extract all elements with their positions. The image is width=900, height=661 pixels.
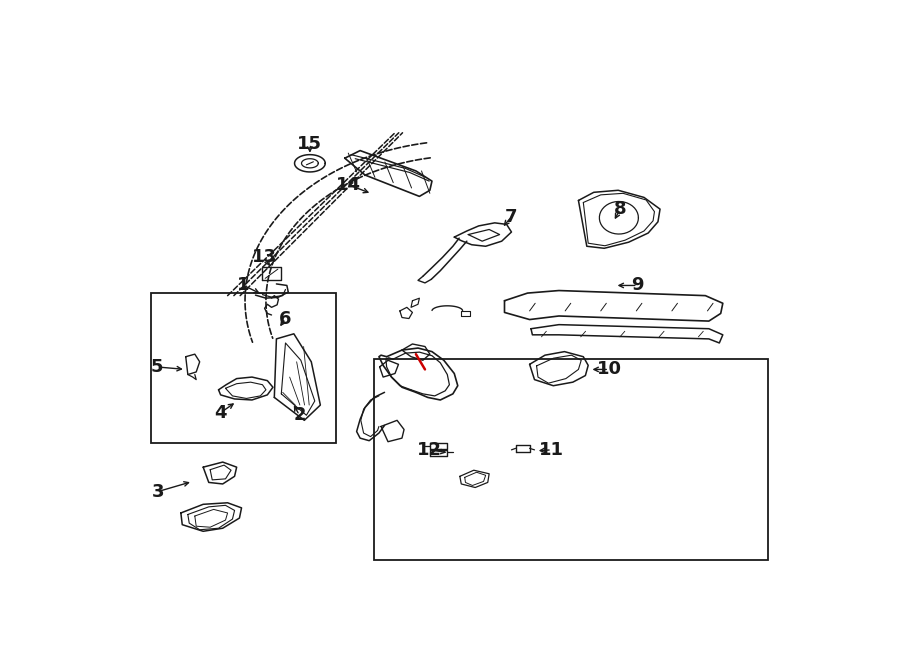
Text: 1: 1 <box>238 276 250 294</box>
Text: 13: 13 <box>252 249 277 266</box>
Text: 5: 5 <box>150 358 163 376</box>
Text: 7: 7 <box>505 208 518 226</box>
FancyBboxPatch shape <box>151 293 336 444</box>
Text: 11: 11 <box>539 441 564 459</box>
Text: 8: 8 <box>614 200 626 218</box>
Text: 4: 4 <box>214 404 227 422</box>
Text: 12: 12 <box>418 441 443 459</box>
Text: 14: 14 <box>336 176 361 194</box>
Text: 15: 15 <box>297 136 322 153</box>
FancyBboxPatch shape <box>374 360 768 561</box>
Text: 10: 10 <box>597 360 622 379</box>
Text: 2: 2 <box>293 407 306 424</box>
Text: 9: 9 <box>632 276 644 294</box>
Text: 6: 6 <box>279 309 292 328</box>
Text: 3: 3 <box>151 483 164 500</box>
